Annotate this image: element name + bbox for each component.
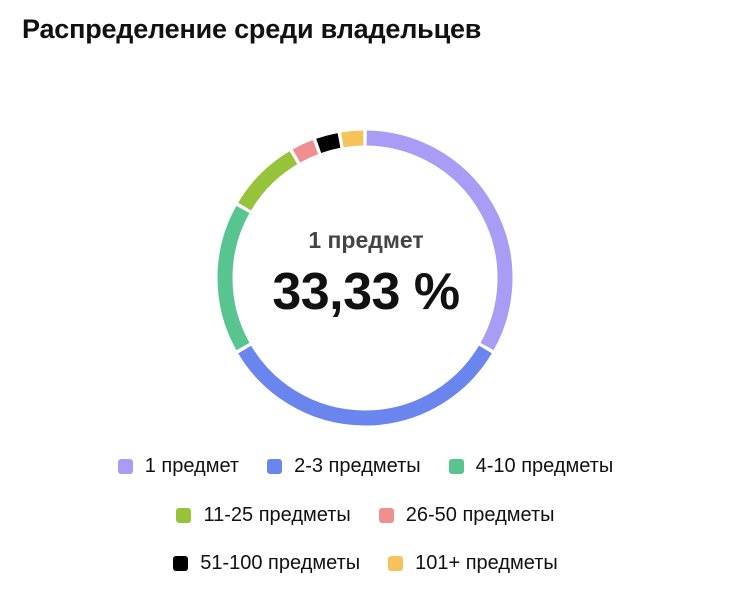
donut-slice-1[interactable] [366,130,513,351]
donut-slice-6[interactable] [316,133,341,153]
legend-swatch [176,508,192,523]
legend-label: 2-3 предметы [294,455,421,477]
center-value: 33,33 % [272,263,460,321]
center-label: 1 предмет [308,227,424,253]
legend-label: 4-10 предметы [475,455,614,477]
legend-item[interactable]: 26-50 предметы [378,504,555,527]
donut-slice-5[interactable] [292,140,319,163]
legend-item[interactable]: 51-100 предметы [173,552,360,575]
legend-label: 11-25 предметы [203,504,351,526]
donut-slice-2[interactable] [238,345,492,426]
legend-label: 26-50 предметы [405,504,555,526]
legend-item[interactable]: 1 предмет [117,455,240,478]
donut-slice-4[interactable] [238,151,298,211]
chart-title: Распределение среди владельцев [22,14,482,44]
donut-slice-7[interactable] [341,130,364,148]
legend-swatch [378,508,394,523]
legend-row-1: 1 предмет 2-3 предметы 4-10 предметы [0,455,731,478]
legend-swatch [173,556,189,571]
legend-label: 101+ предметы [415,552,558,574]
legend-swatch [117,459,133,474]
legend-label: 51-100 предметы [200,552,361,574]
legend-item[interactable]: 101+ предметы [388,552,558,575]
legend-label: 1 предмет [144,455,240,477]
donut-slice-3[interactable] [217,205,250,351]
legend-row-2: 11-25 предметы 26-50 предметы [0,504,731,527]
legend-swatch [388,556,404,571]
legend-item[interactable]: 11-25 предметы [176,504,351,527]
legend-item[interactable]: 2-3 предметы [267,455,421,478]
legend-item[interactable]: 4-10 предметы [448,455,614,478]
legend-row-3: 51-100 предметы 101+ предметы [0,552,731,575]
legend-swatch [267,459,283,474]
legend-swatch [448,459,464,474]
